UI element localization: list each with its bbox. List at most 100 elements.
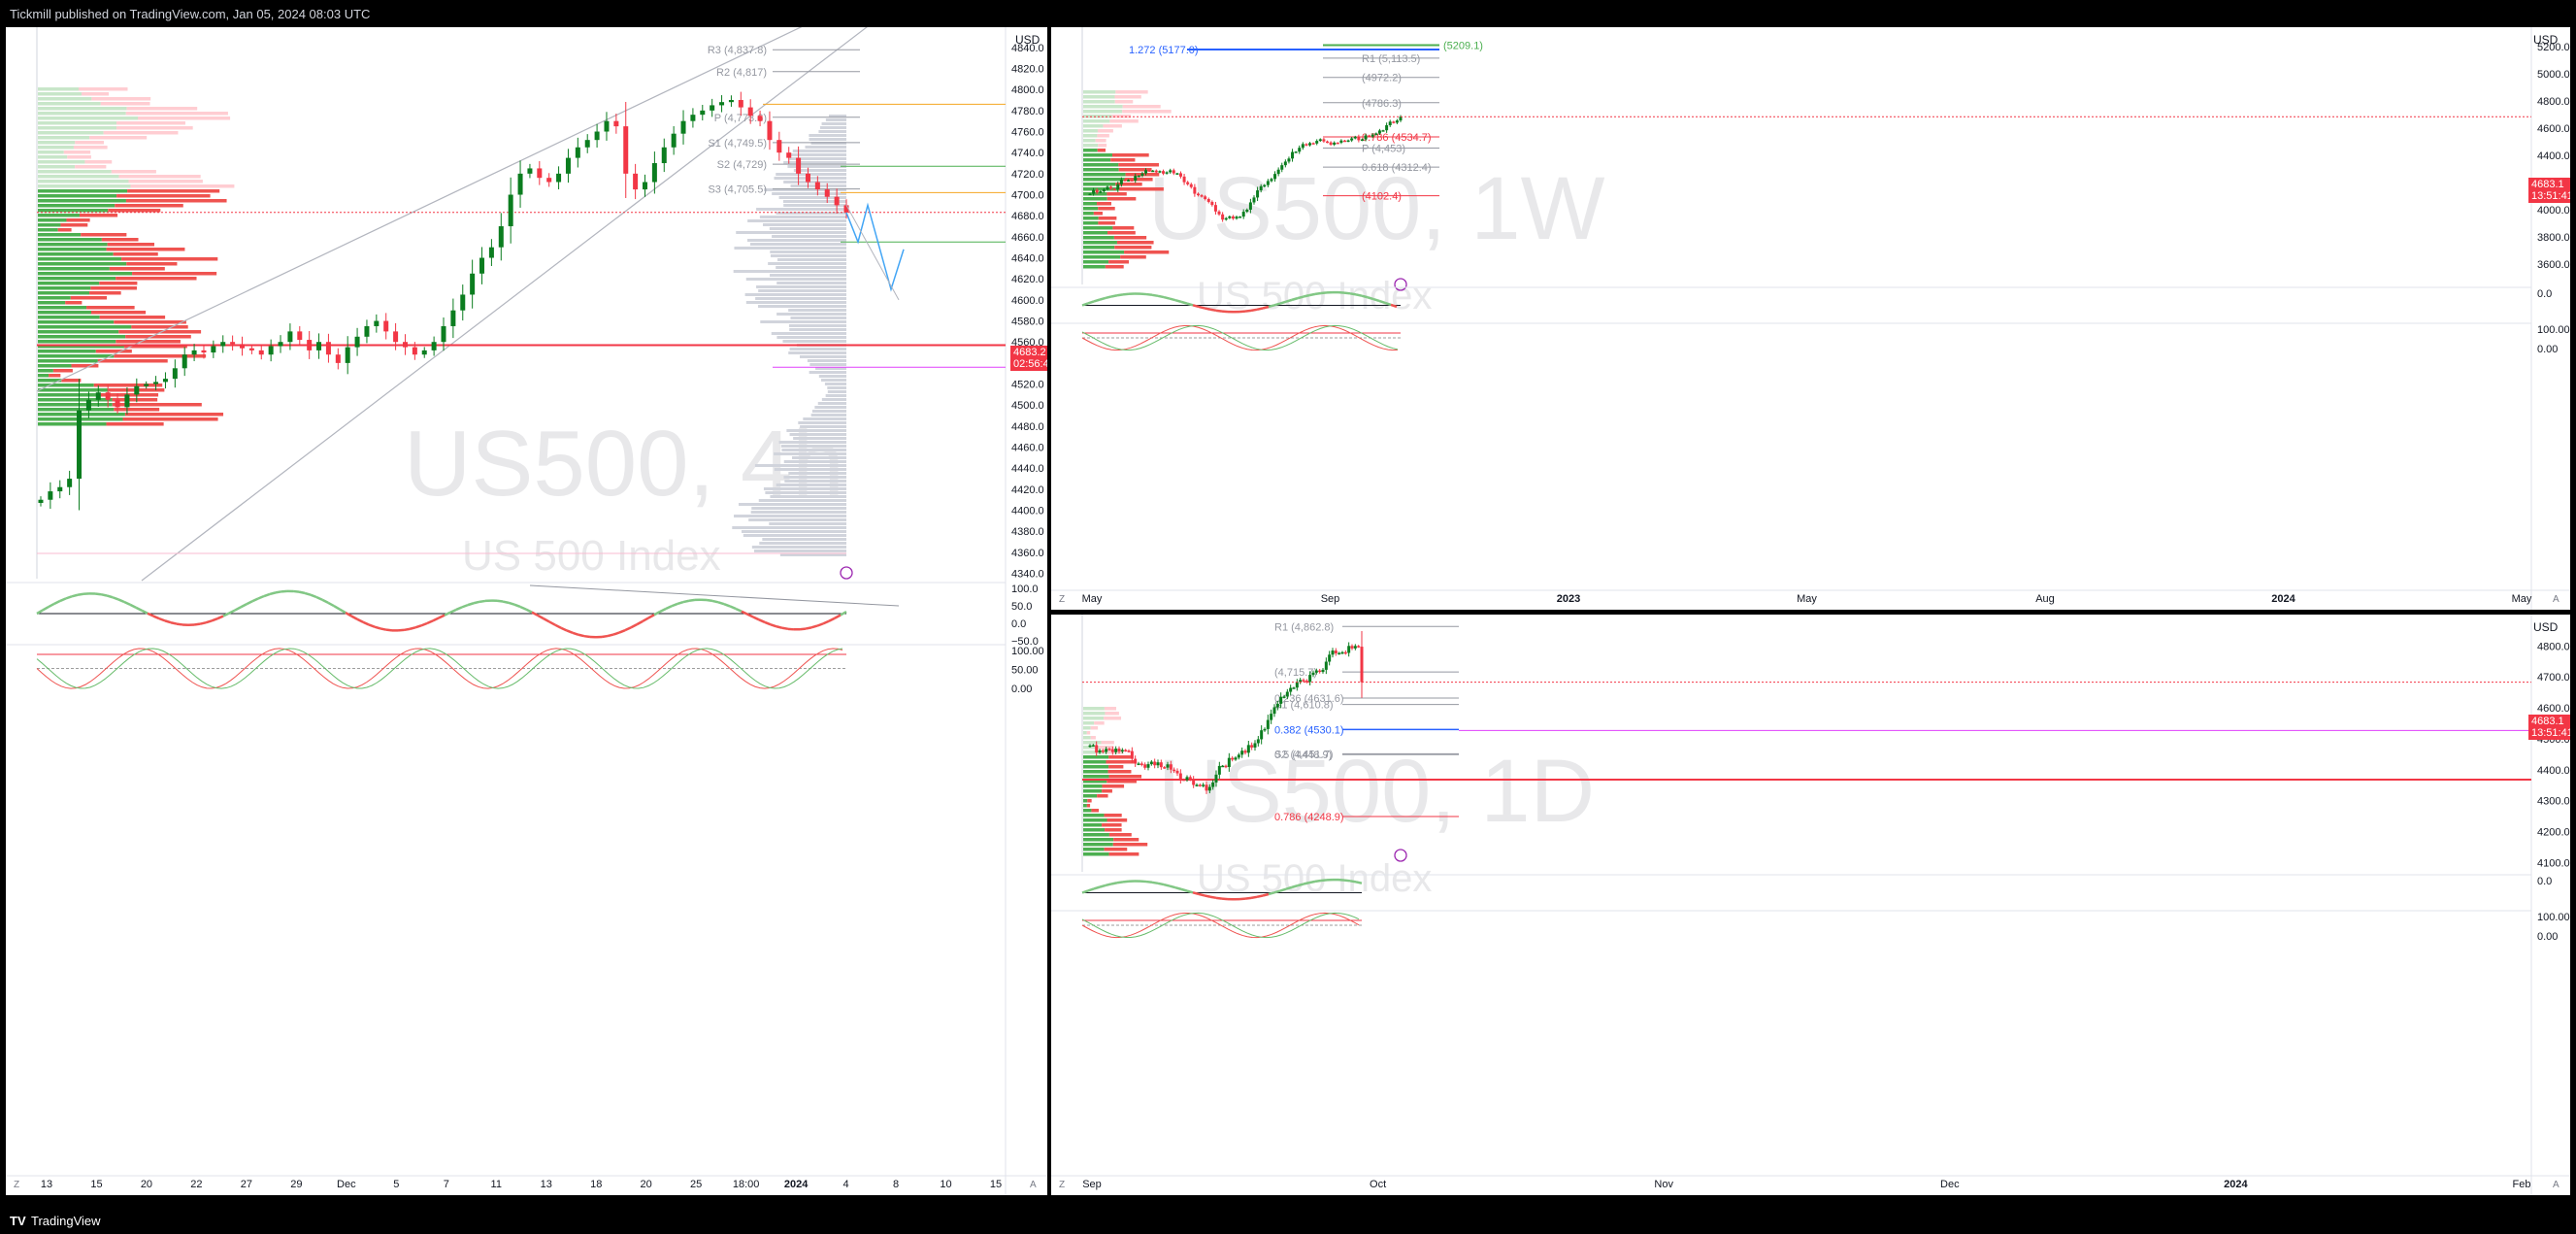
left-volume-profile-up-bar — [38, 248, 107, 251]
candle-body — [498, 226, 504, 248]
left-volume-profile-down-bar — [84, 160, 113, 164]
volume-profile-down-bar — [1109, 119, 1139, 123]
session-volume-bar — [787, 165, 846, 168]
volume-profile-up-bar — [1083, 100, 1115, 104]
candle-body — [1308, 143, 1312, 146]
volume-profile-down-bar — [1113, 838, 1139, 842]
candle-body — [824, 189, 830, 197]
stochastic-tick: 100.00 — [2537, 324, 2570, 336]
candle-body — [1178, 773, 1182, 780]
candle-body — [393, 331, 399, 343]
left-volume-profile-up-bar — [38, 102, 101, 106]
left-volume-profile-up-bar — [38, 150, 64, 154]
session-volume-bar — [738, 503, 846, 506]
left-volume-profile-down-bar — [125, 112, 228, 116]
left-volume-profile-down-bar — [70, 296, 108, 300]
momentum-oscillator-line-segment — [1163, 883, 1171, 887]
volume-profile-up-bar — [1083, 726, 1091, 730]
chart-panel-1d[interactable]: US500, 1D US 500 Index 4800.0 4700.0 4600.… — [1051, 615, 2570, 1195]
projection-path — [845, 202, 905, 292]
session-volume-bar — [770, 254, 846, 257]
left-volume-profile-down-bar — [118, 175, 201, 179]
session-volume-bar — [782, 340, 846, 343]
volume-profile-up-bar — [1083, 207, 1099, 211]
momentum-oscillator-line-segment — [152, 615, 160, 620]
momentum-oscillator-line-segment — [1285, 298, 1293, 303]
candle-body — [613, 120, 619, 127]
y-tick-label: 4660.0 — [1011, 232, 1044, 244]
price-chart-4h[interactable]: 4840.04820.04800.04780.04760.04740.04720… — [6, 27, 1047, 1195]
left-volume-profile-up-bar — [38, 398, 113, 402]
momentum-oscillator-line-segment — [59, 597, 67, 603]
x-tick-label: 2024 — [784, 1179, 809, 1190]
momentum-oscillator-line-segment — [356, 617, 364, 623]
momentum-oscillator-line-segment — [292, 589, 300, 593]
candle-body — [719, 102, 725, 106]
candle-body — [1364, 135, 1368, 140]
volume-profile-down-bar — [1102, 784, 1125, 788]
candle-body — [1322, 139, 1326, 142]
momentum-oscillator-line-segment — [71, 593, 79, 598]
currency-label: USD — [1015, 33, 1040, 47]
price-chart-1w[interactable]: 5200.05000.04800.04600.04400.04200.04000… — [1051, 27, 2570, 610]
momentum-oscillator-line-segment — [618, 629, 626, 634]
left-volume-profile-up-bar — [38, 272, 133, 276]
left-volume-profile-up-bar — [38, 330, 119, 334]
pivot-label: S2 (4,729) — [717, 159, 767, 171]
momentum-oscillator-line-segment — [1273, 889, 1281, 894]
momentum-oscillator-line-segment — [473, 600, 480, 605]
volume-profile-down-bar — [1087, 799, 1092, 803]
x-tick-label: Sep — [1321, 593, 1340, 605]
volume-profile-down-bar — [1104, 717, 1122, 720]
candle-body — [1298, 148, 1302, 152]
candle-body — [1283, 161, 1287, 166]
momentum-oscillator-line-segment — [1192, 891, 1200, 896]
left-volume-profile-up-bar — [38, 311, 91, 315]
momentum-oscillator-line-segment — [234, 606, 242, 612]
session-volume-bar — [827, 390, 846, 393]
price-chart-1d[interactable]: 4800.04700.04600.04500.04400.04300.04200… — [1051, 615, 2570, 1195]
left-volume-profile-up-bar — [38, 131, 104, 135]
volume-profile-down-bar — [1097, 202, 1111, 206]
candle-body — [1263, 728, 1267, 731]
candle-body — [144, 384, 149, 386]
candle-body — [1299, 680, 1303, 683]
stochastic-tick: 50.00 — [1011, 665, 1039, 677]
left-volume-profile-down-bar — [89, 291, 121, 295]
session-volume-bar — [799, 355, 846, 358]
momentum-oscillator-line-segment — [216, 615, 224, 620]
candle-body — [1240, 750, 1244, 755]
session-volume-bar — [788, 351, 846, 354]
left-volume-profile-up-bar — [38, 277, 116, 281]
chart-panel-4h[interactable]: US500, 4h US 500 Index 4840.0 4820.0 4800.… — [6, 27, 1047, 1195]
candle-body — [1146, 764, 1150, 768]
candle-body — [374, 320, 380, 326]
momentum-oscillator-line-segment — [572, 631, 579, 636]
candle-body — [1165, 172, 1169, 174]
volume-profile-down-bar — [1104, 848, 1128, 851]
y-tick-label: 4360.0 — [1011, 548, 1044, 559]
session-volume-bar — [772, 235, 846, 238]
volume-profile-up-bar — [1083, 784, 1103, 788]
momentum-oscillator-line-segment — [1297, 883, 1305, 887]
session-volume-bar — [770, 250, 846, 253]
chart-panel-1w[interactable]: US500, 1W US 500 Index 5200.0 5000.0 4800.… — [1051, 27, 2570, 610]
candle-body — [1106, 186, 1109, 190]
session-volume-bar — [750, 511, 846, 514]
candle-body — [594, 131, 600, 141]
session-volume-bar — [764, 188, 846, 191]
volume-profile-up-bar — [1083, 794, 1098, 798]
session-volume-bar — [793, 437, 846, 440]
left-volume-profile-down-bar — [71, 364, 99, 368]
momentum-oscillator-line-segment — [1268, 304, 1275, 309]
left-volume-profile-up-bar — [38, 209, 109, 213]
momentum-oscillator-line-segment — [1390, 303, 1398, 309]
momentum-oscillator-line-segment — [257, 594, 265, 600]
left-volume-profile-down-bar — [63, 150, 91, 154]
candle-body — [1188, 777, 1192, 780]
candle-body — [1162, 171, 1166, 174]
candle-body — [364, 325, 370, 337]
candle-body — [508, 194, 513, 227]
momentum-oscillator-line-segment — [688, 598, 696, 602]
momentum-oscillator-line-segment — [1116, 293, 1124, 297]
